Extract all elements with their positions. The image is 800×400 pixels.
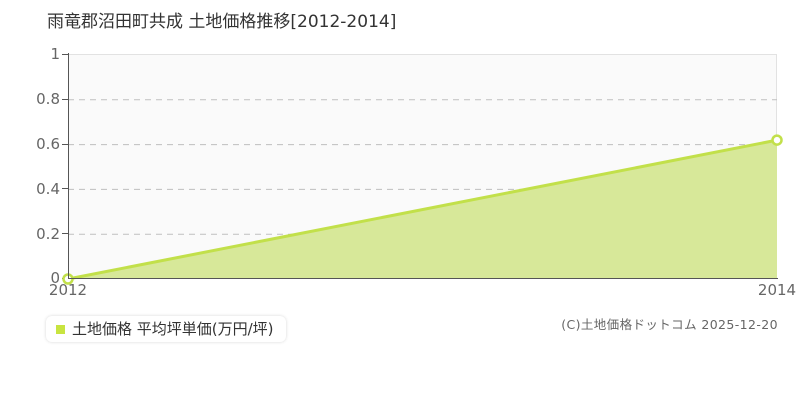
legend-item-label: 土地価格 平均坪単価(万円/坪)	[72, 319, 274, 338]
x-tick-label-2014: 2014	[757, 281, 797, 299]
plot-svg	[68, 55, 777, 279]
y-axis-line	[68, 53, 69, 279]
chart-legend[interactable]: 土地価格 平均坪単価(万円/坪)	[46, 316, 286, 342]
data-point-2014[interactable]	[773, 136, 782, 145]
y-tick-mark-0.8	[62, 99, 68, 100]
y-tick-label-0.6: 0.6	[36, 135, 60, 153]
legend-swatch-icon	[56, 324, 65, 334]
y-tick-mark-0.2	[62, 233, 68, 234]
chart-title: 雨竜郡沼田町共成 土地価格推移[2012-2014]	[47, 12, 397, 32]
y-tick-label-1: 1	[50, 45, 60, 63]
x-axis-line	[68, 278, 778, 279]
y-tick-mark-0.4	[62, 188, 68, 189]
copyright-credit: (C)土地価格ドットコム 2025-12-20	[561, 317, 778, 332]
y-tick-label-0.8: 0.8	[36, 90, 60, 108]
y-tick-mark-1	[62, 54, 68, 55]
y-tick-mark-0.6	[62, 144, 68, 145]
series-line	[68, 140, 777, 279]
y-tick-label-0: 0	[50, 269, 60, 287]
y-tick-label-0.2: 0.2	[36, 225, 60, 243]
x-tick-label-2012: 2012	[48, 281, 88, 299]
plot-area	[68, 54, 777, 278]
y-tick-label-0.4: 0.4	[36, 180, 60, 198]
y-axis-tick-labels: 1 0.8 0.6 0.4 0.2 0	[0, 0, 60, 400]
